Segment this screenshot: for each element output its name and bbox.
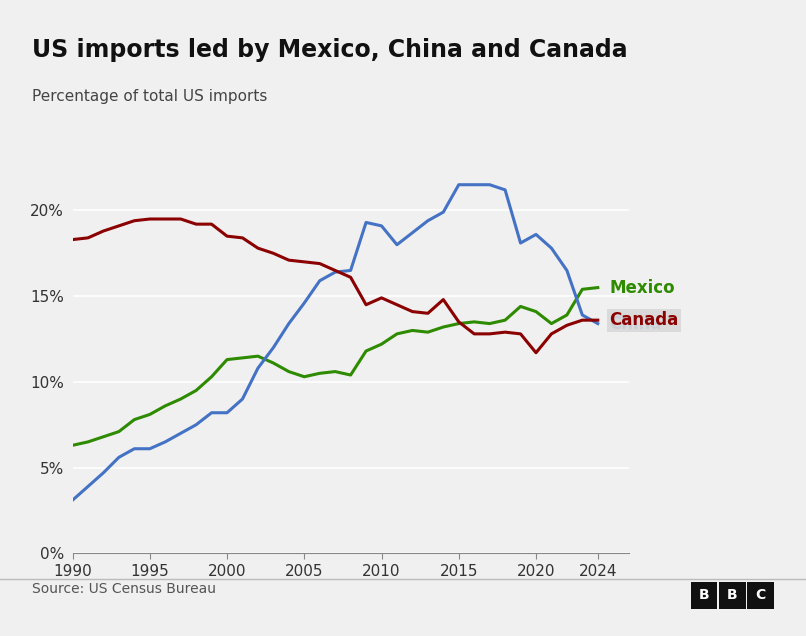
Text: B: B [699,588,709,602]
Text: Mexico: Mexico [609,279,675,296]
Text: B: B [727,588,737,602]
Text: C: C [755,588,766,602]
Text: US imports led by Mexico, China and Canada: US imports led by Mexico, China and Cana… [32,38,628,62]
Text: Percentage of total US imports: Percentage of total US imports [32,89,268,104]
Text: Source: US Census Bureau: Source: US Census Bureau [32,582,216,596]
Text: Canada: Canada [609,311,679,329]
Text: China: China [609,315,662,333]
